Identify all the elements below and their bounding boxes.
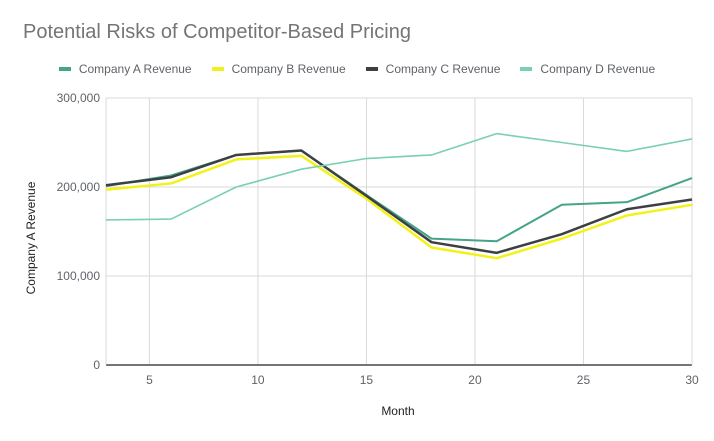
x-tick-label: 5: [146, 373, 153, 387]
x-axis-label: Month: [381, 404, 414, 418]
x-tick-label: 30: [685, 373, 699, 387]
y-tick-label: 100,000: [57, 269, 101, 283]
y-axis-label: Company A Revenue: [24, 181, 38, 294]
series-line-c: [105, 149, 693, 255]
x-tick-label: 15: [360, 373, 374, 387]
legend-label: Company C Revenue: [385, 62, 501, 76]
series-line-b: [105, 154, 693, 260]
legend-item: Company C Revenue: [365, 62, 501, 76]
chart-title: Potential Risks of Competitor-Based Pric…: [23, 21, 411, 43]
legend-swatch: [211, 67, 224, 71]
legend-swatch: [58, 67, 71, 71]
x-tick-label: 10: [251, 373, 265, 387]
legend-swatch: [520, 67, 533, 71]
y-tick-label: 300,000: [57, 91, 101, 105]
legend-label: Company A Revenue: [78, 62, 192, 76]
legend-label: Company D Revenue: [540, 62, 656, 76]
series-line-a: [105, 149, 693, 243]
legend-item: Company D Revenue: [520, 62, 655, 76]
legend-swatch: [365, 67, 378, 71]
legend-label: Company B Revenue: [231, 62, 346, 76]
y-tick-label: 0: [93, 358, 100, 372]
series-line-d: [105, 132, 693, 221]
legend-item: Company A Revenue: [58, 62, 192, 76]
x-tick-label: 25: [577, 373, 591, 387]
legend: Company A Revenue Company B Revenue Compan…: [0, 62, 714, 76]
x-tick-label: 20: [468, 373, 482, 387]
y-tick-label: 200,000: [57, 180, 101, 194]
legend-item: Company B Revenue: [211, 62, 346, 76]
